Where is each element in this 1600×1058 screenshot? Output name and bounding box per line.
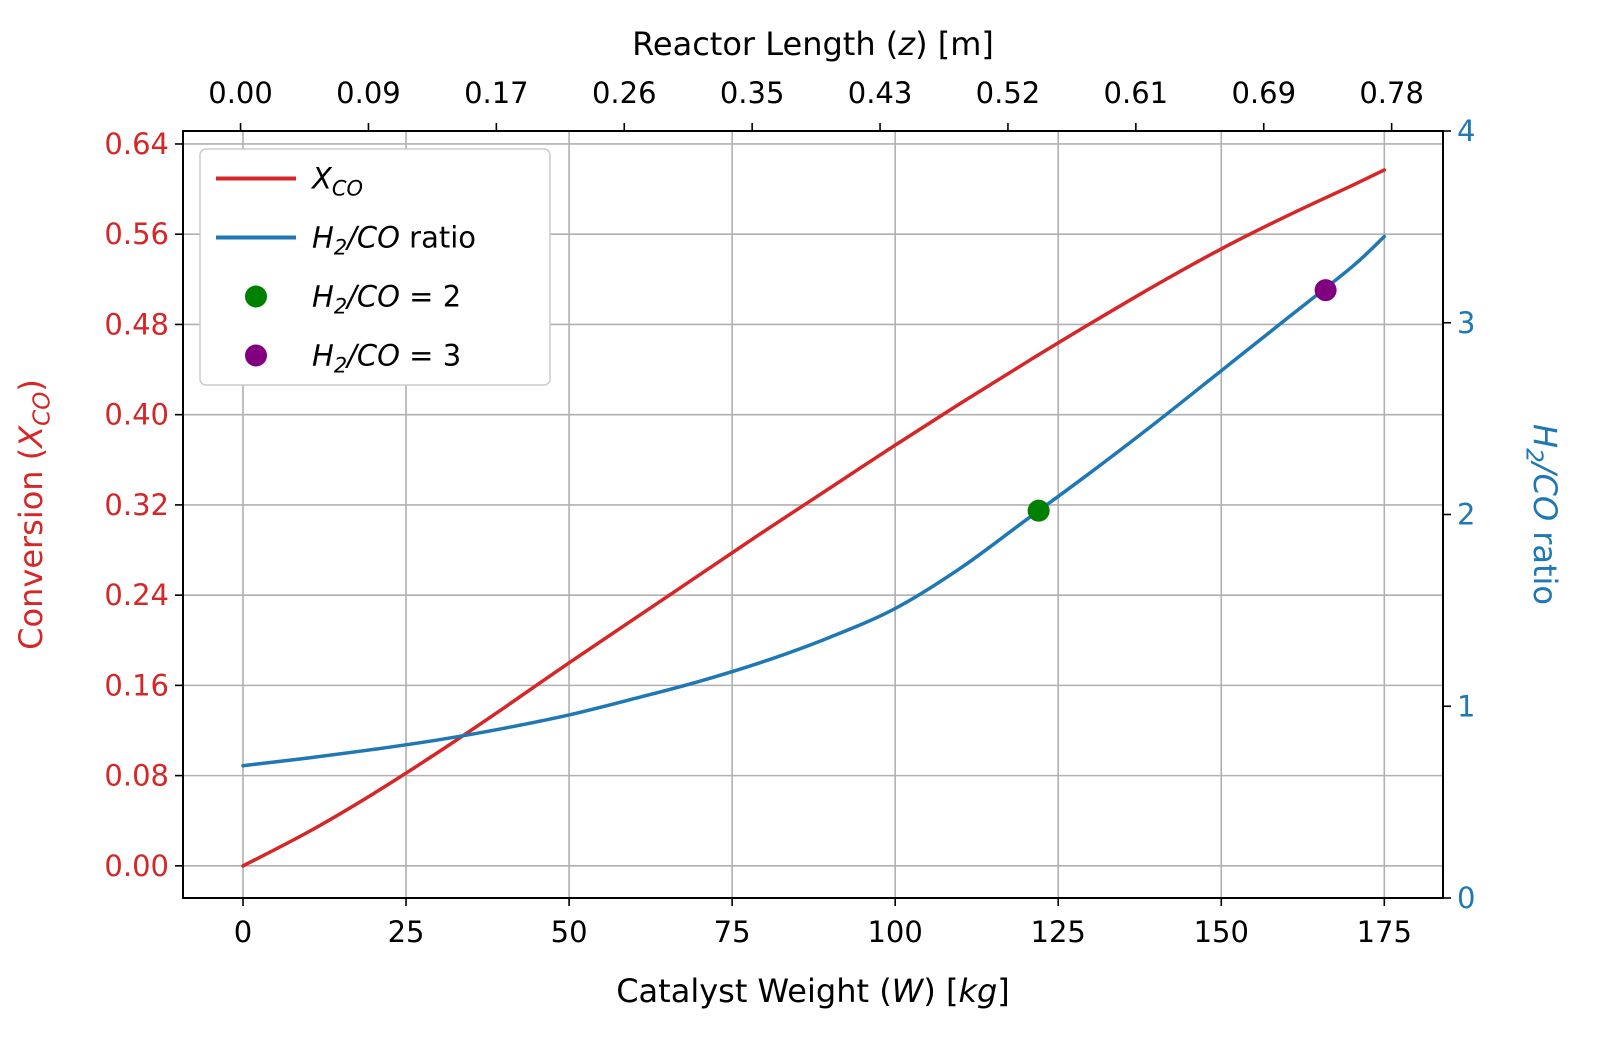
bottom-tick-label: 175: [1357, 915, 1412, 949]
right-tick-label: 2: [1457, 498, 1475, 532]
left-axis-label: Conversion (XCO): [12, 379, 56, 650]
top-tick-label: 0.17: [464, 76, 529, 110]
bottom-tick-label: 50: [551, 915, 588, 949]
bottom-tick-label: 125: [1031, 915, 1086, 949]
bottom-axis-label: Catalyst Weight (W) [kg]: [616, 972, 1010, 1010]
top-tick-label: 0.52: [976, 76, 1041, 110]
left-tick-label: 0.16: [104, 668, 169, 702]
top-tick-label: 0.78: [1359, 76, 1424, 110]
right-tick-label: 3: [1457, 306, 1475, 340]
top-tick-label: 0.35: [720, 76, 785, 110]
left-tick-label: 0.24: [104, 578, 169, 612]
right-tick-label: 0: [1457, 881, 1475, 915]
left-tick-label: 0.32: [104, 488, 169, 522]
legend-swatch-dot: [245, 344, 267, 367]
top-tick-label: 0.09: [336, 76, 401, 110]
legend-swatch-dot: [245, 285, 267, 308]
legend-label: H2/CO = 2: [312, 280, 461, 319]
left-tick-label: 0.00: [104, 849, 169, 883]
left-tick-label: 0.08: [104, 759, 169, 793]
top-tick-label: 0.26: [592, 76, 657, 110]
legend-label: H2/CO ratio: [312, 221, 476, 260]
top-tick-label: 0.43: [848, 76, 913, 110]
bottom-tick-label: 75: [714, 915, 751, 949]
bottom-tick-label: 25: [388, 915, 425, 949]
right-axis-label: H2/CO ratio: [1520, 424, 1564, 605]
right-tick-label: 1: [1457, 689, 1475, 723]
bottom-tick-label: 0: [234, 915, 252, 949]
top-axis-label: Reactor Length (z) [m]: [632, 25, 994, 63]
left-tick-label: 0.64: [104, 127, 169, 161]
top-tick-label: 0.69: [1231, 76, 1296, 110]
right-tick-label: 4: [1457, 114, 1475, 148]
legend-label: H2/CO = 3: [312, 339, 461, 378]
bottom-tick-label: 100: [867, 915, 922, 949]
top-tick-label: 0.61: [1104, 76, 1169, 110]
series-line-0: [241, 168, 1387, 868]
top-tick-label: 0.00: [208, 76, 273, 110]
legend-box: [199, 148, 551, 386]
series-line-1: [241, 234, 1387, 768]
left-tick-label: 0.40: [104, 398, 169, 432]
legend-label: XCO: [310, 162, 363, 201]
bottom-tick-label: 150: [1194, 915, 1249, 949]
marker-dot-0: [1027, 499, 1050, 522]
left-tick-label: 0.56: [104, 217, 169, 251]
left-tick-label: 0.48: [104, 307, 169, 341]
marker-dot-1: [1314, 279, 1337, 302]
